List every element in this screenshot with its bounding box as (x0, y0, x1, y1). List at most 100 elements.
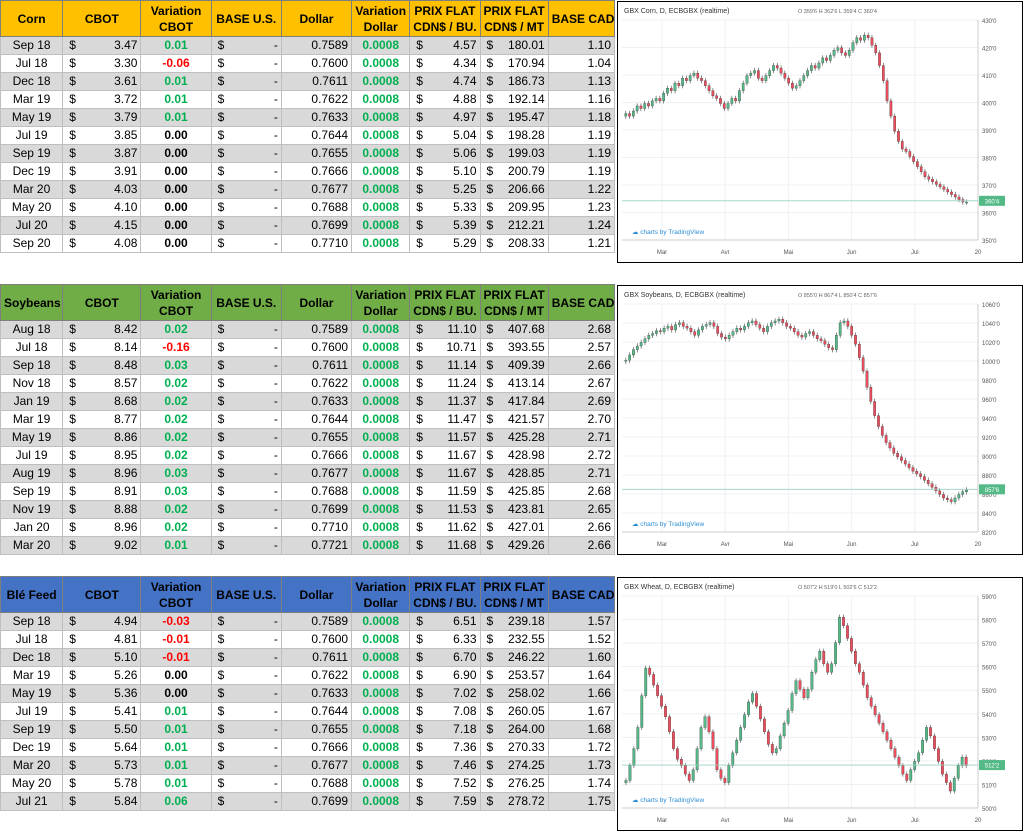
prix-flat-mt: $195.47 (487, 110, 545, 126)
candle-body (628, 113, 631, 117)
currency-symbol: $ (217, 38, 225, 52)
x-tick-label: Mar (657, 542, 667, 548)
cbot-price: $4.03 (69, 182, 137, 198)
x-tick-label: Jun (847, 250, 857, 256)
dollar-value: 0.7589 (280, 320, 353, 339)
candle-body (897, 131, 900, 142)
base-cad-value: 1.24 (547, 216, 616, 235)
prix-flat-bu: $7.46 (416, 758, 476, 774)
table-row: Mar 19 $3.72 0.01 $ -0.7622 0.0008 $4.88 $192.1… (0, 90, 616, 109)
prix-flat-mt-line-1: CDN$ / MT (484, 19, 545, 34)
prix-flat-bu-cell: $11.62 (409, 518, 481, 537)
candle-body (961, 491, 965, 495)
table-row: Aug 19 $8.96 0.03 $ -0.7677 0.0008 $11.67 $428.… (0, 464, 616, 483)
contract-month: Jul 19 (0, 126, 64, 145)
dollar-value: 0.7622 (280, 90, 353, 109)
currency-symbol: $ (486, 358, 494, 372)
variation-cbot-value: 0.02 (140, 500, 212, 519)
cbot-price-value: 4.15 (114, 218, 138, 232)
cbot-price: $3.30 (69, 56, 137, 72)
cbot-price: $5.10 (69, 650, 137, 666)
candle-body (635, 105, 639, 112)
variation-cbot-value: 0.06 (140, 792, 212, 811)
cbot-price: $8.96 (69, 466, 137, 482)
candle-body (819, 338, 823, 341)
cbot-price: $3.91 (69, 164, 137, 180)
col-variation-cbot: Variation CBOT (140, 284, 212, 321)
wheat-chart: 590'0580'0570'0560'0550'0540'0530'0520'0… (622, 584, 1005, 824)
prix-flat-bu: $5.04 (416, 128, 476, 144)
cbot-price: $5.26 (69, 668, 137, 684)
x-tick-label: Jun (847, 542, 857, 548)
variation-dollar-value: 0.0008 (351, 684, 411, 703)
base-us-cell: $ - (210, 162, 282, 181)
cbot-cell: $4.81 (62, 630, 142, 649)
x-tick-label: Mai (784, 250, 794, 256)
base-cad-value: 1.19 (547, 162, 616, 181)
currency-symbol: $ (217, 650, 225, 664)
base-us-value: - (273, 110, 278, 124)
chart-title: GBX Corn, D, ECBGBX (realtime) (624, 8, 729, 15)
candle-body (859, 37, 862, 41)
candle-body (708, 322, 712, 325)
dollar-value: 0.7655 (280, 720, 353, 739)
prix-flat-bu-value: 11.67 (447, 466, 477, 480)
prix-flat-mt-value: 413.14 (508, 376, 545, 390)
cbot-price-value: 3.87 (114, 146, 138, 160)
prix-flat-mt-cell: $428.98 (479, 446, 549, 465)
variation-dollar-value: 0.0008 (351, 446, 411, 465)
variation-cbot-value: 0.00 (140, 666, 212, 685)
base-us-value: - (273, 56, 278, 70)
currency-symbol: $ (69, 668, 76, 682)
variation-dollar-value: 0.0008 (351, 90, 411, 109)
candle-body (938, 184, 942, 188)
currency-symbol: $ (69, 448, 76, 462)
currency-symbol: $ (217, 502, 225, 516)
candle-body (937, 748, 940, 762)
base-cad-value: 1.60 (547, 648, 616, 667)
base-us-cell: $ - (210, 108, 282, 127)
variation-cbot-value: -0.06 (140, 54, 212, 73)
candle-body (804, 333, 808, 338)
base-us: $ - (218, 704, 278, 720)
cbot-cell: $3.72 (62, 90, 142, 109)
candle-body (735, 740, 739, 754)
variation-dollar-value: 0.0008 (351, 536, 411, 555)
candle-body (810, 65, 813, 71)
header-row: Blé Feed CBOT Variation CBOT BASE U.S. Dollar… (0, 576, 616, 613)
prix-flat-bu-value: 4.57 (453, 38, 477, 52)
candle-body (817, 62, 821, 69)
candle-body (919, 473, 922, 477)
prix-flat-mt: $429.26 (487, 538, 545, 554)
candle-body (878, 52, 881, 66)
prix-flat-mt: $428.85 (486, 466, 545, 482)
dollar-value: 0.7600 (280, 630, 353, 649)
dollar-value: 0.7688 (280, 198, 353, 217)
variation-dollar-line-1: Dollar (363, 19, 398, 34)
candle-body (785, 322, 788, 327)
dollar-value: 0.7644 (280, 410, 353, 429)
candle-body (842, 320, 846, 323)
base-us-value: - (273, 650, 278, 664)
currency-symbol: $ (486, 92, 494, 106)
currency-symbol: $ (486, 466, 494, 480)
y-tick-label: 980'0 (982, 379, 997, 385)
base-us: $ - (218, 668, 278, 684)
contract-month: Jul 19 (0, 446, 64, 465)
candle-body (838, 617, 841, 643)
candle-body (693, 331, 697, 336)
variation-cbot-value: 0.00 (140, 180, 212, 199)
variation-cbot-value: 0.01 (140, 720, 212, 739)
candle-body (826, 663, 830, 673)
prix-flat-mt: $212.21 (487, 218, 545, 234)
contract-month: Jul 19 (0, 702, 64, 721)
col-variation-dollar: Variation Dollar (351, 284, 411, 321)
base-us-cell: $ - (210, 234, 282, 253)
candle-body (834, 642, 837, 664)
base-us: $ - (217, 502, 278, 518)
candle-body (822, 650, 826, 664)
prix-flat-mt: $393.55 (487, 340, 545, 356)
candle-body (664, 706, 667, 717)
candle-body (749, 72, 753, 76)
candle-body (676, 748, 679, 760)
